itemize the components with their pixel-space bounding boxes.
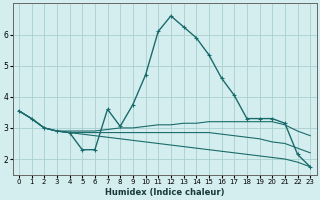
X-axis label: Humidex (Indice chaleur): Humidex (Indice chaleur) [105,188,224,197]
